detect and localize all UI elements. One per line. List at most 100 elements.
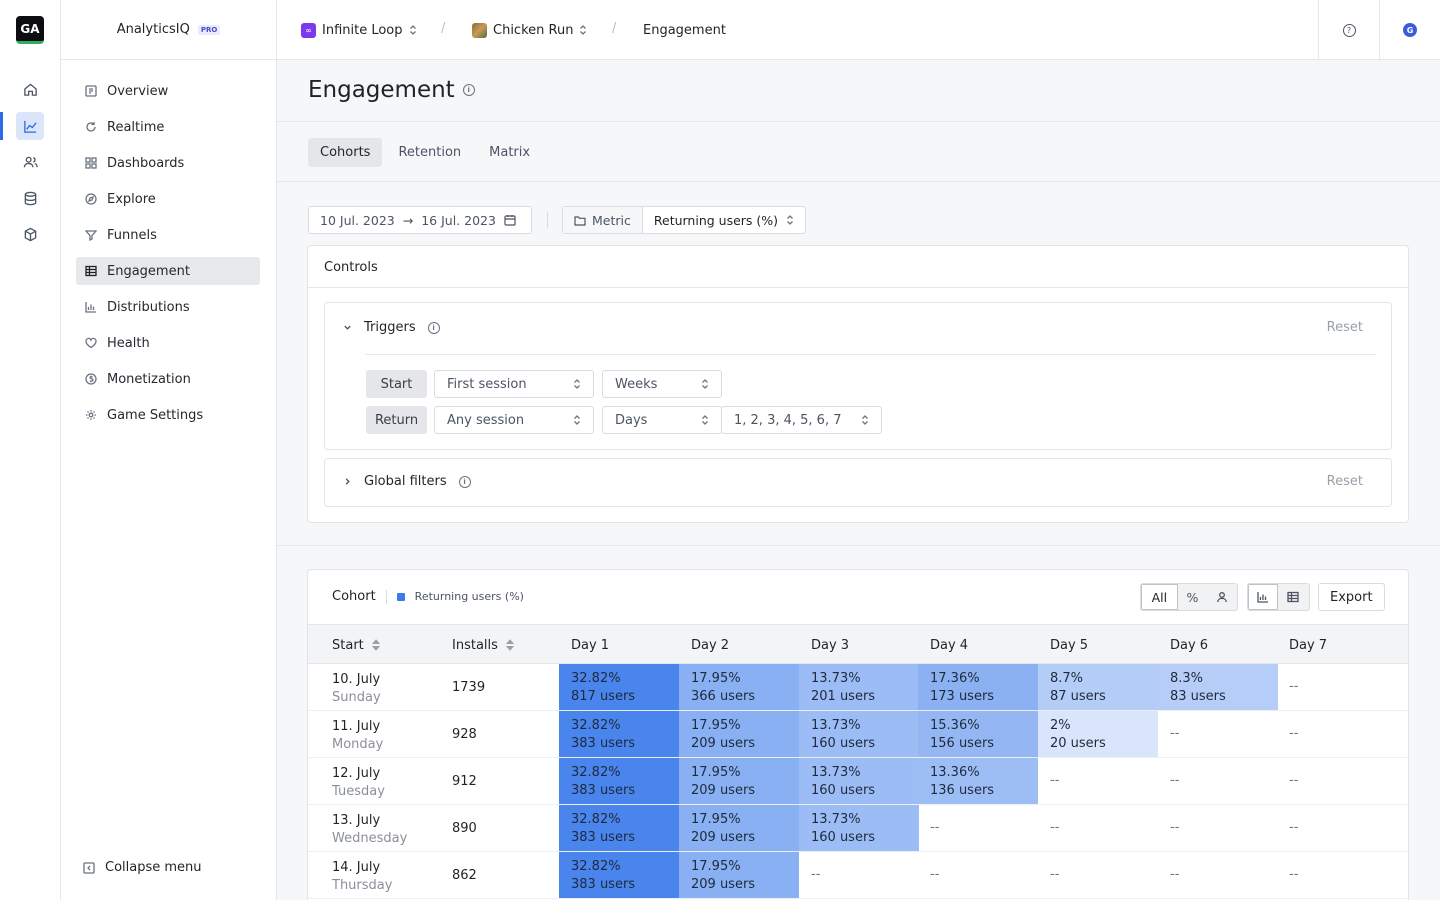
overview-icon [85,85,97,97]
global-filters-reset-button[interactable]: Reset [1326,474,1363,489]
info-icon[interactable]: i [462,84,475,96]
retention-cell[interactable]: 17.95% 209 users [679,758,799,804]
retention-cell[interactable]: 13.73% 160 users [799,711,919,757]
sidebar-item-distributions[interactable]: Distributions [76,293,260,321]
cohort-header: Cohort Returning users (%) [332,589,524,604]
org-switcher[interactable]: ∞ Infinite Loop [301,0,417,60]
account-button[interactable]: G [1379,0,1440,60]
retention-cell[interactable]: 8.3% 83 users [1158,664,1278,710]
brand: AnalyticsIQ PRO [61,0,276,60]
sidebar: AnalyticsIQ PRO Overview Realtime Dashboar… [61,0,277,900]
grid-icon [85,157,97,169]
heart-icon [85,337,97,349]
sort-icon [505,639,514,651]
cube-icon[interactable] [16,220,44,248]
start-period-select[interactable]: Weeks [602,370,722,398]
retention-empty-cell: -- [1050,867,1060,882]
cohort-weekday: Sunday [332,690,381,705]
retention-cell[interactable]: 17.95% 366 users [679,664,799,710]
retention-cell[interactable]: 13.36% 136 users [918,758,1038,804]
info-icon[interactable]: i [458,475,471,488]
retention-cell[interactable]: 32.82% 383 users [559,852,679,898]
start-label: Start [366,370,427,398]
retention-cell[interactable]: 32.82% 383 users [559,711,679,757]
cohort-card: Cohort Returning users (%) All % Export … [307,569,1409,900]
info-icon[interactable]: i [427,321,440,334]
column-start[interactable]: Start [332,625,380,665]
game-switcher[interactable]: Chicken Run [472,0,587,60]
chart-view-button[interactable] [1248,584,1278,610]
tab-cohorts[interactable]: Cohorts [308,138,383,167]
retention-cell[interactable]: 13.73% 160 users [799,758,919,804]
tab-matrix[interactable]: Matrix [489,145,531,160]
legend-label: Returning users (%) [414,590,524,603]
sidebar-item-engagement[interactable]: Engagement [76,257,260,285]
retention-cell[interactable]: 17.36% 173 users [918,664,1038,710]
return-event-select[interactable]: Any session [434,406,594,434]
return-days-select[interactable]: 1, 2, 3, 4, 5, 6, 7 [721,406,882,434]
view-all-button[interactable]: All [1141,584,1178,610]
help-button[interactable]: ? [1318,0,1379,60]
table-view-button[interactable] [1278,584,1308,610]
sidebar-item-explore[interactable]: Explore [76,185,260,213]
view-users-button[interactable] [1207,584,1237,610]
triggers-toggle[interactable]: Triggers i [343,320,440,335]
tab-bar: Cohorts Retention Matrix [308,138,542,167]
sidebar-item-realtime[interactable]: Realtime [76,113,260,141]
sidebar-item-label: Monetization [107,371,191,387]
chevron-updown-icon [580,25,587,35]
chevron-updown-icon [862,415,868,425]
export-button[interactable]: Export [1318,583,1385,611]
users-icon[interactable] [16,148,44,176]
sidebar-item-overview[interactable]: Overview [76,77,260,105]
return-period-select[interactable]: Days [602,406,722,434]
retention-percent: 13.73% [811,812,861,827]
start-event-select[interactable]: First session [434,370,594,398]
retention-percent: 2% [1050,718,1071,733]
retention-cell[interactable]: 17.95% 209 users [679,805,799,851]
metric-label-text: Metric [592,212,631,228]
home-icon[interactable] [16,75,44,103]
retention-cell[interactable]: 17.95% 209 users [679,711,799,757]
retention-cell[interactable]: 32.82% 817 users [559,664,679,710]
sidebar-item-dashboards[interactable]: Dashboards [76,149,260,177]
retention-cell[interactable]: 2% 20 users [1038,711,1158,757]
chart-line-icon[interactable] [16,112,44,140]
retention-cell[interactable]: 13.73% 201 users [799,664,919,710]
sidebar-item-funnels[interactable]: Funnels [76,221,260,249]
sidebar-item-game-settings[interactable]: Game Settings [76,401,260,429]
view-percent-button[interactable]: % [1186,589,1199,605]
global-filters-toggle[interactable]: Global filters i [343,474,471,489]
retention-cell[interactable]: 13.73% 160 users [799,805,919,851]
triggers-reset-button[interactable]: Reset [1326,320,1363,335]
retention-cell[interactable]: 15.36% 156 users [918,711,1038,757]
cohort-weekday: Thursday [332,878,393,893]
plan-badge: PRO [197,24,221,35]
column-day-4: Day 4 [930,637,969,653]
retention-empty-cell: -- [1170,726,1180,741]
retention-cell[interactable]: 32.82% 383 users [559,805,679,851]
database-icon[interactable] [16,184,44,212]
chevron-down-icon [344,325,351,330]
date-range-picker[interactable]: 10 Jul. 2023 → 16 Jul. 2023 [308,206,532,234]
retention-cell[interactable]: 32.82% 383 users [559,758,679,804]
legend-swatch [396,592,405,601]
app-logo[interactable]: GA [16,16,44,44]
retention-users: 173 users [930,689,995,704]
retention-cell[interactable]: 17.95% 209 users [679,852,799,898]
retention-percent: 32.82% [571,671,621,686]
column-installs[interactable]: Installs [452,625,514,665]
sidebar-item-health[interactable]: Health [76,329,260,357]
sidebar-item-monetization[interactable]: Monetization [76,365,260,393]
retention-empty-cell: -- [1289,679,1299,694]
breadcrumb-current: Engagement [643,0,726,60]
retention-cell[interactable]: 8.7% 87 users [1038,664,1158,710]
retention-percent: 8.7% [1050,671,1084,686]
tab-retention[interactable]: Retention [398,145,462,160]
org-logo-icon: ∞ [301,22,316,38]
collapse-menu-button[interactable]: Collapse menu [83,860,202,875]
metric-selector[interactable]: Metric Returning users (%) [562,206,807,234]
retention-percent: 17.95% [691,812,741,827]
retention-percent: 13.73% [811,765,861,780]
cohort-weekday: Tuesday [332,784,385,799]
